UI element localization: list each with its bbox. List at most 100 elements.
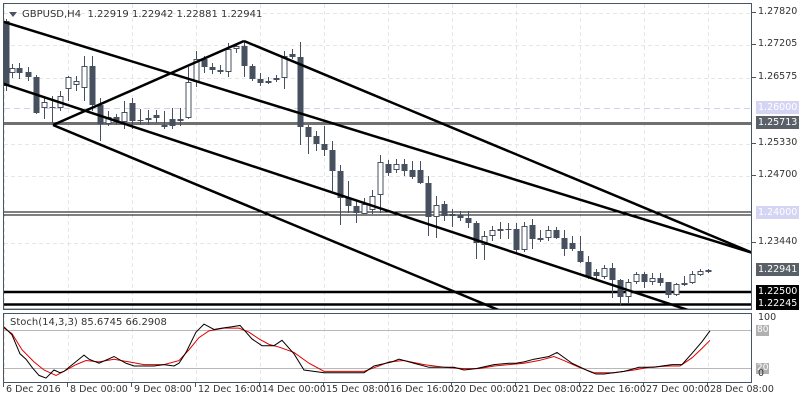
candle-body-bull — [545, 230, 552, 238]
candle — [265, 77, 272, 84]
candle-body-bull — [73, 81, 80, 85]
candle — [313, 131, 320, 151]
price-label: 1.25330 — [758, 137, 798, 148]
candle — [241, 42, 248, 77]
candle — [185, 67, 192, 119]
price-label: 1.27205 — [758, 38, 798, 49]
chart-title: GBPUSD,H4 1.22919 1.22942 1.22881 1.2294… — [9, 9, 262, 20]
candle-body-bull — [521, 226, 528, 250]
candle — [529, 219, 536, 249]
candle-body-bull — [177, 119, 184, 121]
candle-body-bear — [401, 164, 408, 171]
candle — [169, 108, 176, 129]
candle-body-bull — [689, 274, 696, 283]
stoch-level-80: 80 — [756, 325, 770, 336]
candle — [689, 271, 696, 284]
trendline[interactable] — [52, 123, 501, 310]
candle-body-bear — [201, 59, 208, 67]
candle-body-bear — [417, 170, 424, 183]
stochastic-chart[interactable] — [4, 314, 752, 383]
time-tick — [323, 383, 324, 387]
price-tick — [752, 12, 756, 13]
candle-body-bull — [281, 56, 288, 78]
candle-body-bull — [673, 284, 680, 295]
candle — [409, 161, 416, 179]
candle — [489, 226, 496, 241]
candle-body-bull — [9, 68, 16, 73]
candle — [145, 110, 152, 125]
candle — [641, 272, 648, 288]
price-chart-panel[interactable]: GBPUSD,H4 1.22919 1.22942 1.22881 1.2294… — [3, 3, 752, 310]
candle — [321, 126, 328, 156]
candle-body-bull — [449, 214, 456, 216]
stoch-scale-0: 0 — [758, 368, 765, 379]
candle — [465, 211, 472, 228]
candle — [561, 230, 568, 256]
price-tag: 1.22500 — [756, 285, 800, 298]
trendline[interactable] — [243, 39, 752, 254]
candlestick-chart[interactable] — [4, 4, 752, 310]
trendline[interactable] — [4, 82, 691, 310]
candle — [249, 64, 256, 81]
candle-body-bear — [169, 119, 176, 126]
candle-body-bear — [97, 105, 104, 124]
candle-body-bull — [537, 238, 544, 240]
time-tick — [387, 383, 388, 387]
candle-body-bear — [209, 67, 216, 70]
stochastic-label: Stoch(14,3,3) 85.6745 66.2908 — [10, 317, 167, 328]
candle-body-bull — [361, 204, 368, 214]
candle-body-bull — [633, 274, 640, 282]
candle-body-bear — [609, 268, 616, 280]
time-label: 28 Dec 08:00 — [710, 384, 774, 395]
candle — [481, 231, 488, 260]
candle — [385, 160, 392, 176]
candle — [457, 211, 464, 221]
candle — [65, 76, 72, 101]
candle — [417, 161, 424, 184]
candle-body-bear — [577, 251, 584, 262]
trendline[interactable] — [4, 20, 752, 254]
candle — [633, 272, 640, 284]
candle — [665, 282, 672, 298]
candle-body-bear — [473, 223, 480, 243]
candle-body-bear — [89, 66, 96, 105]
candle-body-bull — [185, 82, 192, 118]
time-label: 8 Dec 00:00 — [70, 384, 128, 395]
candle — [601, 265, 608, 279]
candle-body-bear — [217, 70, 224, 72]
time-label: 6 Dec 2016 — [6, 384, 61, 395]
candle — [401, 159, 408, 176]
candle — [209, 63, 216, 74]
time-tick — [131, 383, 132, 387]
candle — [697, 269, 704, 276]
candle — [161, 111, 168, 129]
candle-body-bull — [601, 268, 608, 277]
candle — [585, 256, 592, 279]
candle — [289, 49, 296, 59]
candle — [393, 159, 400, 173]
collapse-triangle-icon[interactable] — [9, 11, 17, 17]
candle-body-bear — [145, 118, 152, 120]
candle — [617, 279, 624, 305]
candle-body-bear — [129, 103, 136, 121]
stochastic-panel[interactable]: Stoch(14,3,3) 85.6745 66.2908 — [3, 313, 752, 383]
candle-body-bull — [41, 102, 48, 108]
candle — [73, 76, 80, 91]
candle — [361, 198, 368, 214]
candle-body-bear — [513, 229, 520, 250]
candle — [4, 19, 10, 91]
candle-body-bear — [345, 198, 352, 206]
price-label: 1.27820 — [758, 6, 798, 17]
candle — [593, 269, 600, 279]
candle — [449, 209, 456, 227]
price-tag: 1.24000 — [756, 206, 800, 219]
time-tick — [195, 383, 196, 387]
time-label: 16 Dec 16:00 — [390, 384, 454, 395]
candle-body-bull — [225, 49, 232, 72]
price-tick — [752, 44, 756, 45]
candle — [505, 223, 512, 239]
candle-body-bear — [305, 127, 312, 137]
candle — [153, 110, 160, 123]
candle-body-bull — [681, 283, 688, 285]
candle-body-bear — [585, 262, 592, 277]
